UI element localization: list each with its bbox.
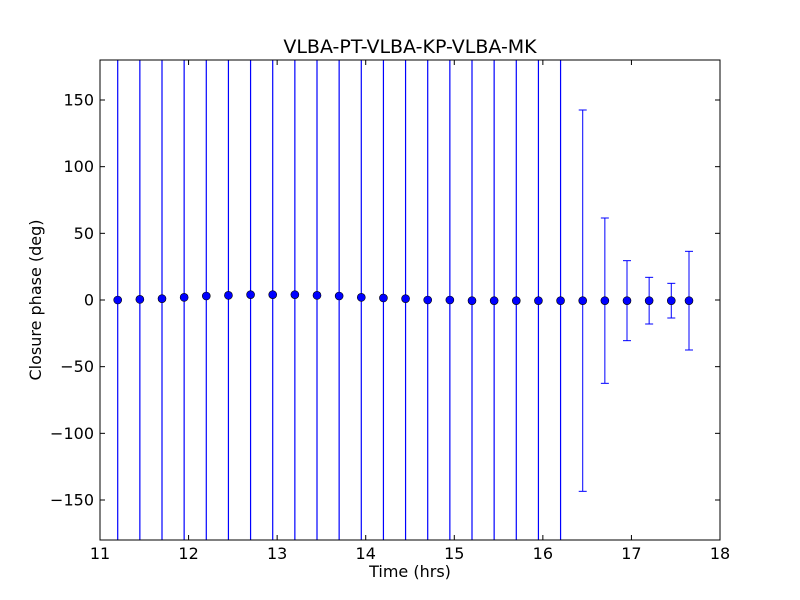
y-tick-label: 50 — [74, 224, 94, 243]
data-point — [622, 296, 632, 305]
y-tick-label: −150 — [50, 491, 94, 510]
chart-title: VLBA-PT-VLBA-KP-VLBA-MK — [283, 36, 537, 58]
y-tick-label: 0 — [84, 291, 94, 310]
x-axis-title: Time (hrs) — [368, 562, 451, 581]
data-point — [534, 296, 543, 305]
data-point — [312, 291, 322, 300]
data-point — [334, 291, 344, 301]
x-tick-label: 18 — [710, 544, 730, 563]
data-point — [379, 293, 388, 303]
x-tick-label: 13 — [267, 544, 287, 563]
y-tick-label: −100 — [50, 424, 94, 443]
plot-area — [100, 60, 720, 540]
data-point — [201, 291, 211, 301]
tick-layer: 11 12 13 14 15 16 17 18 150 100 50 0 −50 −100 −150 — [50, 60, 730, 563]
data-point — [644, 296, 654, 305]
data-point — [179, 293, 189, 302]
data-point — [423, 295, 433, 305]
data-point — [113, 295, 123, 305]
data-point — [467, 296, 477, 305]
x-tick-label: 14 — [356, 544, 376, 563]
data-point — [489, 296, 499, 305]
data-point — [224, 291, 233, 300]
x-tick-label: 15 — [444, 544, 464, 563]
x-tick-label: 11 — [90, 544, 110, 563]
x-tick-label: 12 — [178, 544, 198, 563]
data-point — [600, 296, 610, 305]
x-tick-label: 16 — [533, 544, 553, 563]
data-point — [290, 290, 300, 299]
data-point — [268, 290, 278, 299]
data-point — [445, 295, 455, 305]
data-point — [511, 296, 521, 305]
data-point — [666, 296, 676, 305]
y-tick-label: 150 — [63, 91, 94, 110]
data-point — [684, 296, 694, 305]
data-point — [246, 290, 255, 299]
data-point — [135, 295, 145, 304]
series-layer — [113, 60, 694, 540]
y-tick-label: 100 — [63, 157, 94, 176]
x-tick-label: 17 — [621, 544, 641, 563]
y-tick-label: −50 — [60, 357, 94, 376]
data-point — [578, 296, 588, 305]
data-point — [401, 294, 410, 303]
y-axis-title: Closure phase (deg) — [26, 219, 45, 380]
data-point — [556, 296, 565, 305]
data-point — [157, 294, 167, 303]
data-point — [356, 293, 366, 302]
